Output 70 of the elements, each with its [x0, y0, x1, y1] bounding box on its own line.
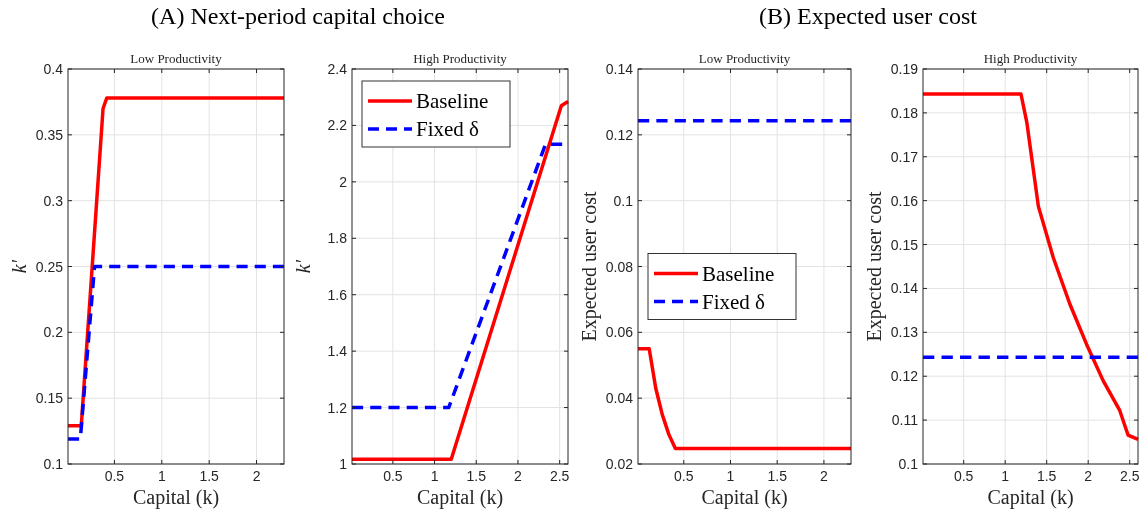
x-tick-label: 2.5 — [1119, 468, 1140, 484]
y-tick-label: 0.18 — [890, 104, 919, 121]
x-tick-label: 1.5 — [1036, 468, 1057, 484]
y-axis-title: k′ — [8, 259, 30, 274]
x-tick-label: 1.5 — [466, 468, 487, 484]
y-tick-label: 0.13 — [890, 324, 919, 341]
chart-title: Low Productivity — [130, 51, 223, 66]
x-tick-label: 1 — [430, 468, 439, 484]
x-tick-label: 2 — [514, 468, 523, 484]
y-axis-title: k′ — [292, 259, 314, 274]
y-tick-label: 2.2 — [327, 117, 348, 134]
y-tick-label: 0.08 — [605, 258, 634, 275]
y-tick-label: 0.1 — [613, 192, 634, 209]
y-tick-label: 1.8 — [327, 230, 348, 247]
x-tick-label: 1 — [726, 468, 735, 484]
y-tick-label: 1.4 — [327, 343, 348, 360]
y-axis-title: Expected user cost — [863, 191, 886, 342]
x-tick-label: 1.5 — [767, 468, 788, 484]
y-tick-label: 0.25 — [35, 258, 64, 275]
chart-title: High Productivity — [413, 51, 508, 66]
text: (B) Expected user cost — [759, 3, 978, 29]
y-tick-label: 2.4 — [327, 61, 348, 77]
x-tick-label: 2 — [820, 468, 829, 484]
x-axis-title: Capital (k) — [132, 486, 220, 509]
legend-label: Fixed δ — [702, 289, 766, 314]
y-tick-label: 0.1 — [898, 456, 919, 472]
y-tick-label: 0.15 — [890, 236, 919, 253]
y-tick-label: 0.14 — [890, 280, 919, 297]
chart-title: High Productivity — [983, 51, 1078, 66]
y-tick-label: 0.15 — [35, 390, 64, 407]
legend-label: Baseline — [416, 89, 489, 113]
x-axis-title: Capital (k) — [701, 486, 788, 509]
y-tick-label: 0.3 — [43, 192, 64, 209]
x-tick-label: 0.5 — [953, 468, 974, 484]
y-tick-label: 0.02 — [605, 456, 634, 472]
line-series — [921, 92, 1140, 442]
x-tick-label: 2 — [1084, 468, 1093, 484]
y-axis-title: Expected user cost — [578, 191, 601, 342]
y-tick-label: 0.06 — [605, 324, 634, 341]
chart-title: Low Productivity — [698, 51, 791, 66]
x-tick-label: 0.5 — [674, 468, 694, 484]
x-tick-label: 1.5 — [199, 468, 220, 484]
x-axis-title: Capital (k) — [416, 486, 504, 509]
line-series — [636, 347, 853, 451]
y-tick-label: 0.16 — [890, 192, 919, 209]
y-tick-label: 2 — [339, 173, 348, 190]
y-tick-label: 0.14 — [605, 61, 634, 77]
x-tick-label: 1 — [1001, 468, 1010, 484]
x-tick-label: 2 — [252, 468, 261, 484]
y-tick-label: 0.19 — [890, 61, 919, 77]
y-tick-label: 0.4 — [43, 61, 64, 77]
y-tick-label: 0.35 — [35, 126, 64, 143]
y-tick-label: 0.12 — [605, 126, 634, 143]
text: (A) Next-period capital choice — [151, 3, 445, 29]
x-tick-label: 0.5 — [383, 468, 403, 484]
x-tick-label: 1 — [157, 468, 166, 484]
x-tick-label: 2.5 — [549, 468, 570, 484]
x-tick-label: 0.5 — [104, 468, 125, 484]
y-tick-label: 0.12 — [890, 368, 919, 385]
legend-label: Fixed δ — [416, 117, 480, 141]
y-tick-label: 0.11 — [891, 412, 919, 429]
x-axis-title: Capital (k) — [987, 486, 1074, 509]
legend-label: Baseline — [702, 261, 775, 286]
y-tick-label: 0.04 — [605, 390, 634, 407]
y-tick-label: 0.17 — [890, 148, 919, 165]
y-tick-label: 1 — [339, 456, 348, 472]
y-tick-label: 1.2 — [327, 399, 348, 416]
y-tick-label: 0.2 — [43, 324, 64, 341]
y-tick-label: 1.6 — [327, 286, 348, 303]
y-tick-label: 0.1 — [43, 456, 64, 472]
